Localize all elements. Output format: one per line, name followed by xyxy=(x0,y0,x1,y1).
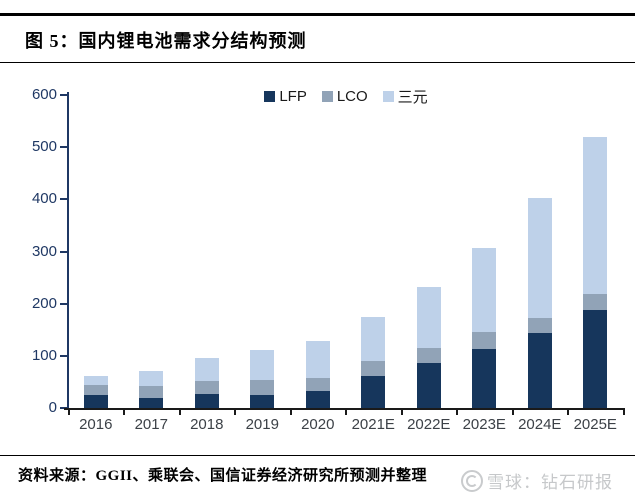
watermark: 雪球：钻石研报 xyxy=(461,468,613,493)
xueqiu-logo-icon xyxy=(461,469,483,492)
bar-segment-三元-2020 xyxy=(305,340,330,378)
bar-segment-lfp-2024E xyxy=(527,333,552,408)
bar-segment-lco-2019 xyxy=(250,379,275,395)
bar-segment-lco-2016 xyxy=(83,385,108,396)
bar-segment-三元-2018 xyxy=(194,357,219,382)
bar-segment-三元-2025E xyxy=(583,136,608,294)
legend-swatch-icon xyxy=(382,91,394,102)
y-axis-tick-label: 500 xyxy=(31,138,57,156)
x-axis-tick xyxy=(567,410,569,415)
y-axis-tick-label: 300 xyxy=(31,242,57,260)
legend-label: 三元 xyxy=(397,89,428,106)
bar-2017 xyxy=(139,70,164,408)
y-axis-tick xyxy=(59,94,67,96)
stacked-bar-chart: LFP LCO 三元 0 100 200 300 400 500 600 2016 2017 2018… xyxy=(0,70,635,450)
bar-2025E xyxy=(583,70,608,408)
y-axis-tick-label: 200 xyxy=(31,294,57,312)
y-axis-tick xyxy=(59,250,67,253)
x-axis-tick xyxy=(234,410,236,415)
title-divider xyxy=(0,62,635,63)
x-axis-label-2022E: 2022E xyxy=(407,416,451,433)
legend-label: LCO xyxy=(336,88,368,105)
bar-segment-lfp-2025E xyxy=(583,310,608,408)
bar-2019 xyxy=(250,70,275,408)
bar-2016 xyxy=(83,70,108,408)
x-axis-tick xyxy=(622,410,625,415)
x-axis-tick xyxy=(123,410,125,415)
y-axis xyxy=(66,92,69,410)
bar-2018 xyxy=(194,70,219,408)
bar-segment-lco-2018 xyxy=(194,381,219,395)
bar-segment-三元-2021E xyxy=(361,316,386,361)
y-axis-tick xyxy=(59,198,67,201)
bar-segment-lfp-2022E xyxy=(416,363,441,408)
bar-segment-lfp-2018 xyxy=(194,394,219,408)
x-axis-label-2020: 2020 xyxy=(301,416,335,433)
x-axis-tick xyxy=(400,410,403,415)
bar-segment-lco-2017 xyxy=(139,386,164,399)
x-axis-label-2021E: 2021E xyxy=(351,416,395,433)
bar-2021E xyxy=(361,70,386,408)
y-axis-tick-label: 400 xyxy=(31,190,57,208)
bar-segment-三元-2024E xyxy=(527,198,552,319)
x-axis-tick xyxy=(289,410,292,415)
x-axis-tick xyxy=(511,410,514,415)
x-axis xyxy=(64,408,625,410)
bar-segment-lco-2023E xyxy=(472,332,497,350)
bar-2022E xyxy=(416,70,441,408)
x-axis-label-2018: 2018 xyxy=(190,416,224,433)
legend-item-三元: 三元 xyxy=(382,86,428,107)
bar-segment-三元-2019 xyxy=(250,350,275,380)
y-axis-tick xyxy=(59,146,67,149)
bar-segment-lfp-2021E xyxy=(361,376,386,408)
watermark-text: 雪球：钻石研报 xyxy=(487,473,613,492)
bar-segment-三元-2023E xyxy=(472,247,497,333)
bar-segment-三元-2016 xyxy=(83,376,108,386)
x-axis-tick xyxy=(456,410,458,415)
bar-segment-lco-2021E xyxy=(361,360,386,377)
y-axis-tick xyxy=(59,354,67,357)
figure-title: 图 5：国内锂电池需求分结构预测 xyxy=(25,31,307,51)
x-axis-label-2016: 2016 xyxy=(79,416,113,433)
bar-2024E xyxy=(527,70,552,408)
y-axis-tick xyxy=(59,302,67,305)
bar-segment-lco-2020 xyxy=(305,377,330,391)
bar-2020 xyxy=(305,70,330,408)
legend-item-lco: LCO xyxy=(321,88,368,105)
x-axis-label-2017: 2017 xyxy=(134,416,168,433)
data-source-note: 资料来源：GGII、乘联会、国信证券经济研究所预测并整理 xyxy=(18,468,428,484)
legend-swatch-icon xyxy=(321,91,333,102)
x-axis-label-2023E: 2023E xyxy=(462,416,506,433)
y-axis-tick-label: 100 xyxy=(31,346,57,364)
bar-2023E xyxy=(472,70,497,408)
top-divider xyxy=(0,13,635,16)
bar-segment-lco-2025E xyxy=(583,293,608,311)
bar-segment-lfp-2017 xyxy=(139,398,164,408)
legend-label: LFP xyxy=(279,88,307,105)
bar-segment-三元-2022E xyxy=(416,287,441,348)
footer-divider xyxy=(0,455,635,456)
bar-segment-lfp-2023E xyxy=(472,349,497,408)
bar-segment-lfp-2016 xyxy=(83,395,108,408)
bar-segment-三元-2017 xyxy=(139,370,164,387)
x-axis-label-2025E: 2025E xyxy=(573,416,617,433)
bar-segment-lco-2022E xyxy=(416,347,441,364)
legend-item-lfp: LFP xyxy=(264,88,307,105)
bar-segment-lfp-2019 xyxy=(250,394,275,408)
x-axis-label-2019: 2019 xyxy=(245,416,279,433)
y-axis-tick xyxy=(59,407,67,409)
legend-swatch-icon xyxy=(264,91,276,102)
x-axis-tick xyxy=(178,410,181,415)
bar-segment-lfp-2020 xyxy=(305,390,330,408)
y-axis-tick-label: 600 xyxy=(31,86,57,103)
y-axis-tick-label: 0 xyxy=(48,399,57,416)
x-axis-tick xyxy=(67,410,70,415)
x-axis-label-2024E: 2024E xyxy=(518,416,562,433)
bar-segment-lco-2024E xyxy=(527,318,552,334)
chart-legend: LFP LCO 三元 xyxy=(68,86,624,107)
x-axis-tick xyxy=(345,410,347,415)
